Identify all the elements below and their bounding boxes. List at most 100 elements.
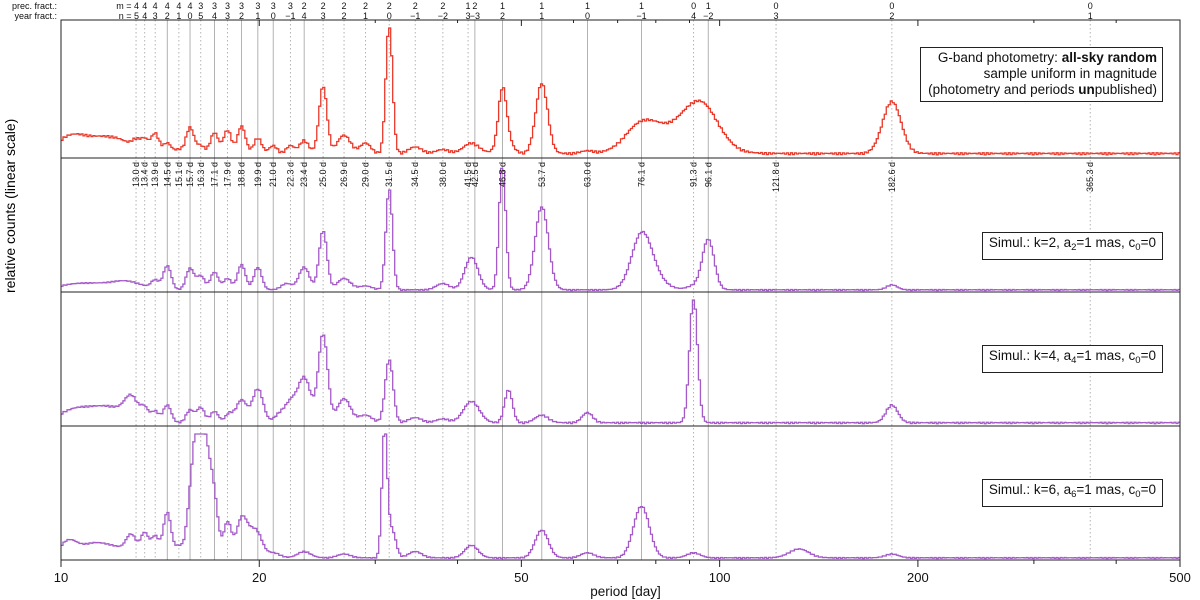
year-fract-value: 5 — [198, 11, 203, 21]
histogram-series-gaia — [61, 27, 1180, 156]
period-marker-label: 121.8 d — [771, 162, 781, 192]
period-marker-label: 29.0 d — [361, 162, 371, 187]
legend-gaia: G-band photometry: all-sky random sample … — [920, 47, 1163, 102]
period-marker-label: 182.6 d — [887, 162, 897, 192]
period-marker-label: 15.1 d — [174, 162, 184, 187]
year-fract-value: −1 — [410, 11, 420, 21]
legend-text: Simul.: k=6, a — [988, 482, 1072, 497]
legend-subscript: 0 — [1135, 242, 1141, 253]
prec-fract-value: 3 — [239, 1, 244, 11]
legend-text: =1 mas, c — [1076, 235, 1136, 250]
period-marker-label: 13.0 d — [131, 162, 141, 187]
year-fract-value: 3 — [321, 11, 326, 21]
prec-fract-value: 3 — [225, 1, 230, 11]
year-fract-value: 1 — [363, 11, 368, 21]
year-fract-value: −3 — [470, 11, 480, 21]
period-marker-label: 76.1 d — [637, 162, 647, 187]
period-marker-label: 23.4 d — [299, 162, 309, 187]
legend-k2: Simul.: k=2, a2=1 mas, c0=0 — [981, 232, 1163, 260]
year-fract-value: 3 — [774, 11, 779, 21]
prec-fract-value: 3 — [288, 1, 293, 11]
year-fract-value: 0 — [188, 11, 193, 21]
x-tick-label: 20 — [252, 570, 266, 585]
legend-text: Simul.: k=4, a — [988, 348, 1072, 363]
period-marker-label: 16.3 d — [196, 162, 206, 187]
year-fract-value: −1 — [285, 11, 295, 21]
year-fract-value: 3 — [153, 11, 158, 21]
y-axis-label: relative counts (linear scale) — [2, 118, 18, 293]
year-fract-value: 0 — [585, 11, 590, 21]
year-fract-value: 0 — [271, 11, 276, 21]
prec-fract-value: 4 — [142, 1, 147, 11]
prec-fract-value: 4 — [165, 1, 170, 11]
period-marker-label: 53.7 d — [537, 162, 547, 187]
prec-fract-value: 4 — [153, 1, 158, 11]
period-marker-label: 14.5 d — [162, 162, 172, 187]
year-fract-value: 4 — [212, 11, 217, 21]
year-fract-value: −2 — [438, 11, 448, 21]
period-marker-label: 21.0 d — [268, 162, 278, 187]
period-marker-label: 365.3 d — [1085, 162, 1095, 192]
legend-text: =1 mas, c — [1076, 482, 1136, 497]
legend-text: =0 — [1140, 348, 1156, 363]
legend-line: sample uniform in magnitude — [983, 66, 1157, 81]
year-fract-value: 3 — [466, 11, 471, 21]
prec-fract-value: 0 — [774, 1, 779, 11]
period-marker-label: 41.5 d — [463, 162, 473, 187]
legend-line: (photometry and periods unpublished) — [928, 82, 1157, 98]
x-tick-label: 500 — [1169, 570, 1191, 585]
prec-fract-value: 3 — [212, 1, 217, 11]
legend-text: G-band photometry: — [937, 50, 1062, 65]
year-fract-value: 4 — [302, 11, 307, 21]
period-marker-label: 13.4 d — [140, 162, 150, 187]
x-axis-label: period [day] — [590, 584, 661, 599]
prec-fract-value: 3 — [271, 1, 276, 11]
period-marker-label: 42.5 d — [470, 162, 480, 187]
period-marker-label: 96.1 d — [703, 162, 713, 187]
year-fract-value: 0 — [387, 11, 392, 21]
period-marker-label: 26.9 d — [339, 162, 349, 187]
legend-bold-text: un — [1078, 82, 1095, 97]
legend-text: published) — [1094, 82, 1157, 97]
prec-fract-value: 2 — [440, 1, 445, 11]
period-marker-label: 22.3 d — [285, 162, 295, 187]
legend-subscript: 0 — [1135, 355, 1141, 366]
period-marker-label: 15.7 d — [185, 162, 195, 187]
legend-text: =0 — [1140, 482, 1156, 497]
prec-fract-value: 4 — [176, 1, 181, 11]
year-fract-value: 4 — [691, 11, 696, 21]
legend-k4: Simul.: k=4, a4=1 mas, c0=0 — [981, 345, 1163, 373]
year-fract-value: 1 — [539, 11, 544, 21]
x-tick-label: 200 — [907, 570, 929, 585]
prec-fract-value: 1 — [466, 1, 471, 11]
legend-k6: Simul.: k=6, a6=1 mas, c0=0 — [981, 479, 1163, 507]
legend-text: =0 — [1140, 235, 1156, 250]
legend-subscript: 0 — [1135, 489, 1141, 500]
x-tick-label: 50 — [514, 570, 528, 585]
period-marker-label: 34.5 d — [410, 162, 420, 187]
prec-fract-label: prec. fract.: — [12, 1, 57, 11]
year-fract-label: year fract.: — [14, 11, 57, 21]
prec-fract-value: m = 4 — [116, 1, 139, 11]
prec-fract-value: 4 — [188, 1, 193, 11]
period-marker-label: 31.5 d — [384, 162, 394, 187]
year-fract-value: 1 — [255, 11, 260, 21]
histogram-series-k6 — [61, 433, 1180, 560]
prec-fract-value: 3 — [255, 1, 260, 11]
prec-fract-value: 1 — [500, 1, 505, 11]
legend-line: G-band photometry: all-sky random — [928, 50, 1157, 66]
period-marker-label: 13.9 d — [150, 162, 160, 187]
prec-fract-value: 0 — [1088, 1, 1093, 11]
legend-subscript: 6 — [1071, 489, 1077, 500]
x-tick-label: 10 — [54, 570, 68, 585]
period-marker-label: 17.1 d — [210, 162, 220, 187]
prec-fract-value: 1 — [539, 1, 544, 11]
year-fract-value: 2 — [500, 11, 505, 21]
period-marker-label: 18.8 d — [237, 162, 247, 187]
period-marker-label: 91.3 d — [689, 162, 699, 187]
legend-text: (photometry and periods — [928, 82, 1079, 97]
year-fract-value: 2 — [165, 11, 170, 21]
prec-fract-value: 1 — [639, 1, 644, 11]
period-marker-label: 17.9 d — [223, 162, 233, 187]
